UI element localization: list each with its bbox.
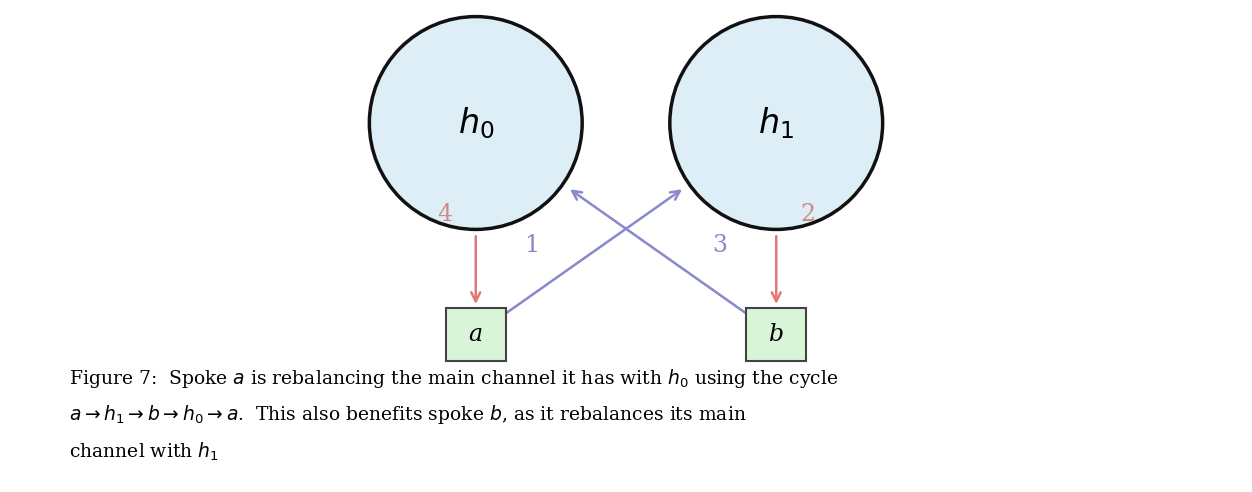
Text: a: a xyxy=(468,323,483,346)
Ellipse shape xyxy=(670,17,883,229)
Text: Figure 7:  Spoke $a$ is rebalancing the main channel it has with $h_0$ using the: Figure 7: Spoke $a$ is rebalancing the m… xyxy=(69,367,838,390)
Text: b: b xyxy=(769,323,784,346)
Text: 2: 2 xyxy=(800,203,815,225)
Text: 1: 1 xyxy=(525,235,540,257)
Ellipse shape xyxy=(369,17,582,229)
Text: $a \rightarrow h_1 \rightarrow b \rightarrow h_0 \rightarrow a$.  This also bene: $a \rightarrow h_1 \rightarrow b \righta… xyxy=(69,403,746,427)
FancyBboxPatch shape xyxy=(746,308,806,361)
FancyBboxPatch shape xyxy=(446,308,506,361)
Text: $h_1$: $h_1$ xyxy=(759,105,794,141)
Text: $h_0$: $h_0$ xyxy=(457,105,495,141)
Text: channel with $h_1$: channel with $h_1$ xyxy=(69,440,218,462)
Text: 3: 3 xyxy=(712,235,727,257)
Text: 4: 4 xyxy=(437,203,452,225)
